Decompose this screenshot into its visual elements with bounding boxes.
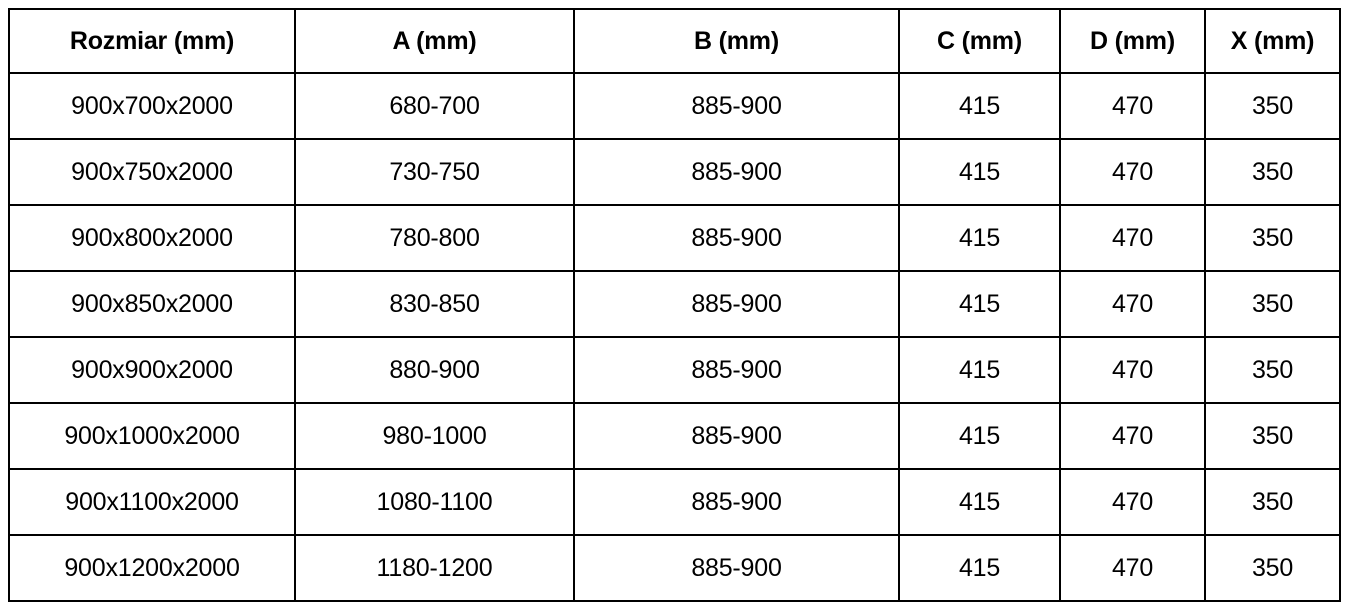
- table-row: 900x900x2000 880-900 885-900 415 470 350: [8, 336, 1341, 404]
- table-row: 900x850x2000 830-850 885-900 415 470 350: [8, 270, 1341, 338]
- cell-c: 415: [898, 270, 1061, 338]
- cell-d: 470: [1059, 72, 1206, 140]
- cell-b: 885-900: [573, 72, 900, 140]
- cell-c: 415: [898, 534, 1061, 602]
- cell-size: 900x1200x2000: [8, 534, 296, 602]
- cell-d: 470: [1059, 468, 1206, 536]
- specification-table: Rozmiar (mm) A (mm) B (mm) C (mm) D (mm)…: [8, 8, 1341, 602]
- cell-size: 900x850x2000: [8, 270, 296, 338]
- cell-b: 885-900: [573, 138, 900, 206]
- table-row: 900x750x2000 730-750 885-900 415 470 350: [8, 138, 1341, 206]
- cell-x: 350: [1204, 270, 1341, 338]
- table-row: 900x700x2000 680-700 885-900 415 470 350: [8, 72, 1341, 140]
- cell-d: 470: [1059, 336, 1206, 404]
- cell-d: 470: [1059, 204, 1206, 272]
- cell-a: 980-1000: [294, 402, 575, 470]
- cell-x: 350: [1204, 468, 1341, 536]
- cell-a: 730-750: [294, 138, 575, 206]
- cell-c: 415: [898, 138, 1061, 206]
- cell-a: 1180-1200: [294, 534, 575, 602]
- cell-b: 885-900: [573, 534, 900, 602]
- header-row: Rozmiar (mm) A (mm) B (mm) C (mm) D (mm)…: [8, 8, 1341, 74]
- cell-d: 470: [1059, 138, 1206, 206]
- cell-x: 350: [1204, 336, 1341, 404]
- table-row: 900x1100x2000 1080-1100 885-900 415 470 …: [8, 468, 1341, 536]
- table-row: 900x1200x2000 1180-1200 885-900 415 470 …: [8, 534, 1341, 602]
- cell-a: 830-850: [294, 270, 575, 338]
- cell-a: 1080-1100: [294, 468, 575, 536]
- cell-b: 885-900: [573, 204, 900, 272]
- cell-size: 900x1100x2000: [8, 468, 296, 536]
- cell-b: 885-900: [573, 468, 900, 536]
- table-body: 900x700x2000 680-700 885-900 415 470 350…: [8, 72, 1341, 602]
- cell-d: 470: [1059, 402, 1206, 470]
- specification-table-container: Rozmiar (mm) A (mm) B (mm) C (mm) D (mm)…: [8, 8, 1341, 602]
- cell-x: 350: [1204, 534, 1341, 602]
- cell-x: 350: [1204, 138, 1341, 206]
- cell-d: 470: [1059, 534, 1206, 602]
- cell-c: 415: [898, 402, 1061, 470]
- cell-c: 415: [898, 204, 1061, 272]
- cell-c: 415: [898, 336, 1061, 404]
- cell-a: 780-800: [294, 204, 575, 272]
- cell-x: 350: [1204, 204, 1341, 272]
- column-header-a: A (mm): [294, 8, 575, 74]
- cell-a: 680-700: [294, 72, 575, 140]
- cell-x: 350: [1204, 72, 1341, 140]
- column-header-x: X (mm): [1204, 8, 1341, 74]
- cell-c: 415: [898, 72, 1061, 140]
- cell-size: 900x1000x2000: [8, 402, 296, 470]
- cell-b: 885-900: [573, 336, 900, 404]
- cell-size: 900x800x2000: [8, 204, 296, 272]
- cell-a: 880-900: [294, 336, 575, 404]
- table-header: Rozmiar (mm) A (mm) B (mm) C (mm) D (mm)…: [8, 8, 1341, 74]
- column-header-c: C (mm): [898, 8, 1061, 74]
- column-header-d: D (mm): [1059, 8, 1206, 74]
- cell-c: 415: [898, 468, 1061, 536]
- cell-x: 350: [1204, 402, 1341, 470]
- column-header-b: B (mm): [573, 8, 900, 74]
- cell-b: 885-900: [573, 402, 900, 470]
- cell-b: 885-900: [573, 270, 900, 338]
- cell-size: 900x900x2000: [8, 336, 296, 404]
- cell-size: 900x700x2000: [8, 72, 296, 140]
- cell-d: 470: [1059, 270, 1206, 338]
- table-row: 900x800x2000 780-800 885-900 415 470 350: [8, 204, 1341, 272]
- cell-size: 900x750x2000: [8, 138, 296, 206]
- table-row: 900x1000x2000 980-1000 885-900 415 470 3…: [8, 402, 1341, 470]
- column-header-size: Rozmiar (mm): [8, 8, 296, 74]
